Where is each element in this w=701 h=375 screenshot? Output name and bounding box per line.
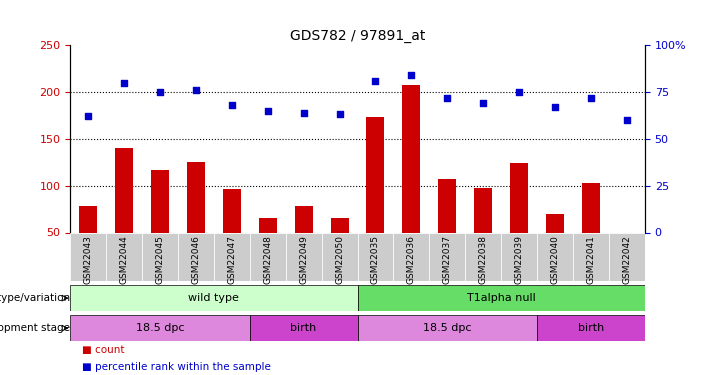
Text: GSM22036: GSM22036 (407, 235, 416, 284)
Bar (115, 148, 133, 232)
Bar (79, 206, 97, 232)
Point (334, 111, 345, 117)
Text: GSM22044: GSM22044 (119, 235, 128, 284)
Bar (537, 315, 645, 341)
Text: development stage: development stage (0, 323, 70, 333)
Text: 18.5 dpc: 18.5 dpc (423, 323, 472, 333)
Point (406, 72, 417, 78)
Bar (70, 232, 106, 281)
Point (370, 78, 381, 84)
Point (298, 110, 309, 116)
Point (585, 94, 597, 100)
Text: GSM22049: GSM22049 (299, 235, 308, 284)
Text: T1alpha null: T1alpha null (467, 293, 536, 303)
Bar (367, 117, 384, 232)
Point (442, 94, 453, 100)
Bar (142, 232, 178, 281)
Text: GSM22045: GSM22045 (156, 235, 165, 284)
Text: ■ percentile rank within the sample: ■ percentile rank within the sample (81, 362, 271, 372)
Bar (429, 232, 465, 281)
Bar (259, 218, 277, 232)
Bar (537, 232, 573, 281)
Bar (286, 232, 322, 281)
Text: GSM22046: GSM22046 (191, 235, 200, 284)
Bar (609, 232, 645, 281)
Point (550, 104, 561, 110)
Bar (510, 163, 528, 232)
Bar (465, 232, 501, 281)
Text: 18.5 dpc: 18.5 dpc (136, 323, 184, 333)
Text: GSM22039: GSM22039 (515, 235, 524, 284)
Text: GSM22050: GSM22050 (335, 235, 344, 284)
Bar (501, 232, 537, 281)
Text: GSM22047: GSM22047 (227, 235, 236, 284)
Bar (582, 183, 600, 232)
Text: GSM22042: GSM22042 (622, 235, 632, 284)
Text: GSM22043: GSM22043 (83, 235, 93, 284)
Bar (573, 232, 609, 281)
Bar (250, 232, 286, 281)
Bar (178, 232, 214, 281)
Bar (106, 232, 142, 281)
Bar (358, 315, 537, 341)
Text: wild type: wild type (189, 293, 239, 303)
Bar (187, 162, 205, 232)
Point (477, 100, 489, 106)
Bar (70, 315, 250, 341)
Text: GSM22041: GSM22041 (587, 235, 596, 284)
Text: genotype/variation: genotype/variation (0, 293, 70, 303)
Point (154, 89, 165, 95)
Bar (223, 189, 240, 232)
Point (118, 80, 130, 86)
Bar (402, 86, 421, 232)
Bar (358, 285, 645, 311)
Text: birth: birth (578, 323, 604, 333)
Point (190, 87, 201, 93)
Bar (214, 232, 250, 281)
Bar (475, 188, 492, 232)
Text: GSM22035: GSM22035 (371, 235, 380, 284)
Point (514, 89, 525, 95)
Text: GSM22038: GSM22038 (479, 235, 488, 284)
Bar (151, 170, 169, 232)
Text: ■ count: ■ count (81, 345, 124, 355)
Bar (70, 285, 358, 311)
Point (262, 108, 273, 114)
Bar (546, 214, 564, 232)
Bar (294, 206, 313, 232)
Bar (250, 315, 358, 341)
Point (83, 113, 94, 119)
Point (621, 117, 632, 123)
Title: GDS782 / 97891_at: GDS782 / 97891_at (290, 28, 426, 43)
Text: birth: birth (290, 323, 317, 333)
Text: GSM22040: GSM22040 (550, 235, 559, 284)
Text: GSM22048: GSM22048 (263, 235, 272, 284)
Bar (393, 232, 429, 281)
Point (226, 102, 238, 108)
Bar (438, 179, 456, 232)
Bar (358, 232, 393, 281)
Text: GSM22037: GSM22037 (443, 235, 452, 284)
Bar (331, 218, 348, 232)
Bar (322, 232, 358, 281)
